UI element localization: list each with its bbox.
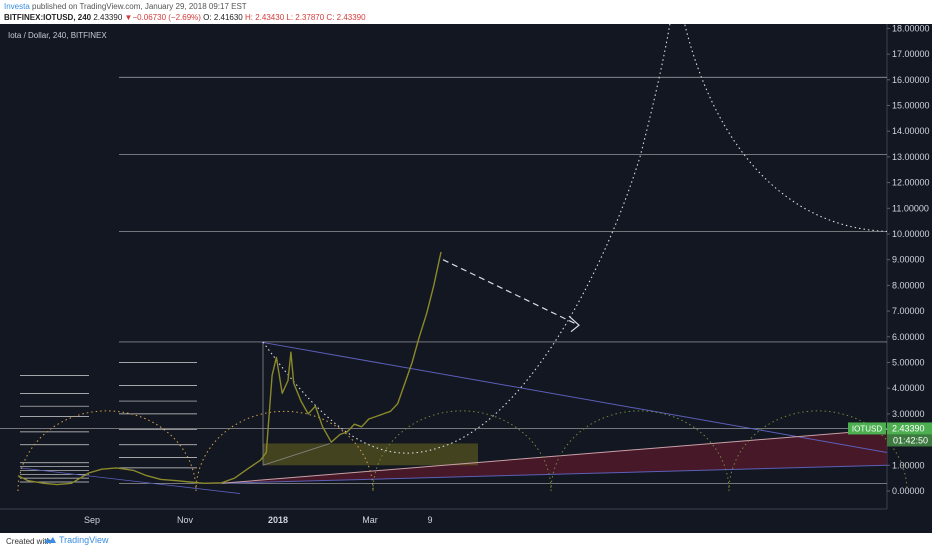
high-value: H: 2.43430 (245, 13, 285, 22)
x-tick-label: Mar (362, 515, 378, 525)
x-tick-label: Nov (177, 515, 194, 525)
price-value-label: 2.43390 (892, 423, 925, 433)
channel-lower-line (221, 464, 888, 484)
y-tick-label: 9.00000 (892, 255, 925, 265)
y-tick-label: 12.00000 (892, 178, 930, 188)
open-value: O: 2.41630 (203, 13, 243, 22)
y-tick-label: 14.00000 (892, 126, 930, 136)
projection-arc (262, 24, 671, 454)
price-symbol-label: IOTUSD (852, 424, 882, 433)
x-tick-label: 2018 (268, 515, 288, 525)
publish-info: Investa published on TradingView.com, Ja… (4, 2, 247, 11)
pattern-line (262, 443, 331, 466)
countdown-label: 01:42:50 (893, 435, 928, 445)
y-tick-label: 11.00000 (892, 203, 929, 213)
y-tick-label: 10.00000 (892, 229, 930, 239)
consolidation-box (263, 443, 478, 466)
y-tick-label: 13.00000 (892, 152, 930, 162)
descending-trendline (259, 341, 888, 453)
price-symbol-tag (848, 422, 886, 435)
chart-title: Iota / Dollar, 240, BITFINEX (8, 31, 107, 40)
y-tick-label: 15.00000 (892, 101, 930, 111)
close-value: C: 2.43390 (326, 13, 366, 22)
symbol-label: BITFINEX:IOTUSD, 240 (4, 13, 92, 22)
chart-header: Investa published on TradingView.com, Ja… (0, 0, 932, 24)
x-tick-label: 9 (427, 515, 432, 525)
arrow-head-icon (568, 315, 580, 333)
channel-upper-line (221, 428, 888, 484)
y-tick-label: 8.00000 (892, 280, 925, 290)
created-with-text: Created with (6, 537, 51, 546)
y-tick-label: 4.00000 (892, 383, 925, 393)
tradingview-link[interactable]: TradingView (44, 535, 109, 545)
y-tick-label: 16.00000 (892, 75, 930, 85)
last-price: 2.43390 (93, 13, 123, 22)
tradingview-logo-icon (44, 537, 56, 544)
y-tick-label: 5.00000 (892, 358, 925, 368)
price-change: −0.06730 (−2.69%) (132, 13, 201, 22)
price-line (17, 251, 442, 486)
y-tick-label: 18.00000 (892, 24, 930, 33)
y-tick-label: 0.00000 (892, 486, 925, 496)
y-tick-label: 3.00000 (892, 409, 925, 419)
ohlc-line: BITFINEX:IOTUSD, 240 2.43390 ▼−0.06730 (… (4, 13, 366, 22)
tradingview-brand: TradingView (59, 535, 109, 545)
x-tick-label: Sep (84, 515, 100, 525)
projection-arrow-line (442, 259, 577, 325)
low-value: L: 2.37870 (286, 13, 325, 22)
cycle-arc (195, 410, 374, 492)
countdown-tag (887, 434, 932, 447)
price-chart[interactable]: 0.000001.000002.000003.000004.000005.000… (0, 24, 932, 533)
change-arrow-icon: ▼ (124, 13, 133, 22)
price-axis-area (887, 24, 932, 533)
y-tick-label: 7.00000 (892, 306, 925, 316)
price-value-tag (887, 422, 932, 435)
y-tick-label: 6.00000 (892, 332, 925, 342)
footer: Created with TradingView (0, 533, 932, 550)
y-tick-label: 17.00000 (892, 49, 930, 59)
author-link[interactable]: Investa (4, 2, 30, 11)
y-tick-label: 1.00000 (892, 460, 925, 470)
early-trendline (19, 467, 241, 494)
published-text: published on TradingView.com, January 29… (29, 2, 247, 11)
